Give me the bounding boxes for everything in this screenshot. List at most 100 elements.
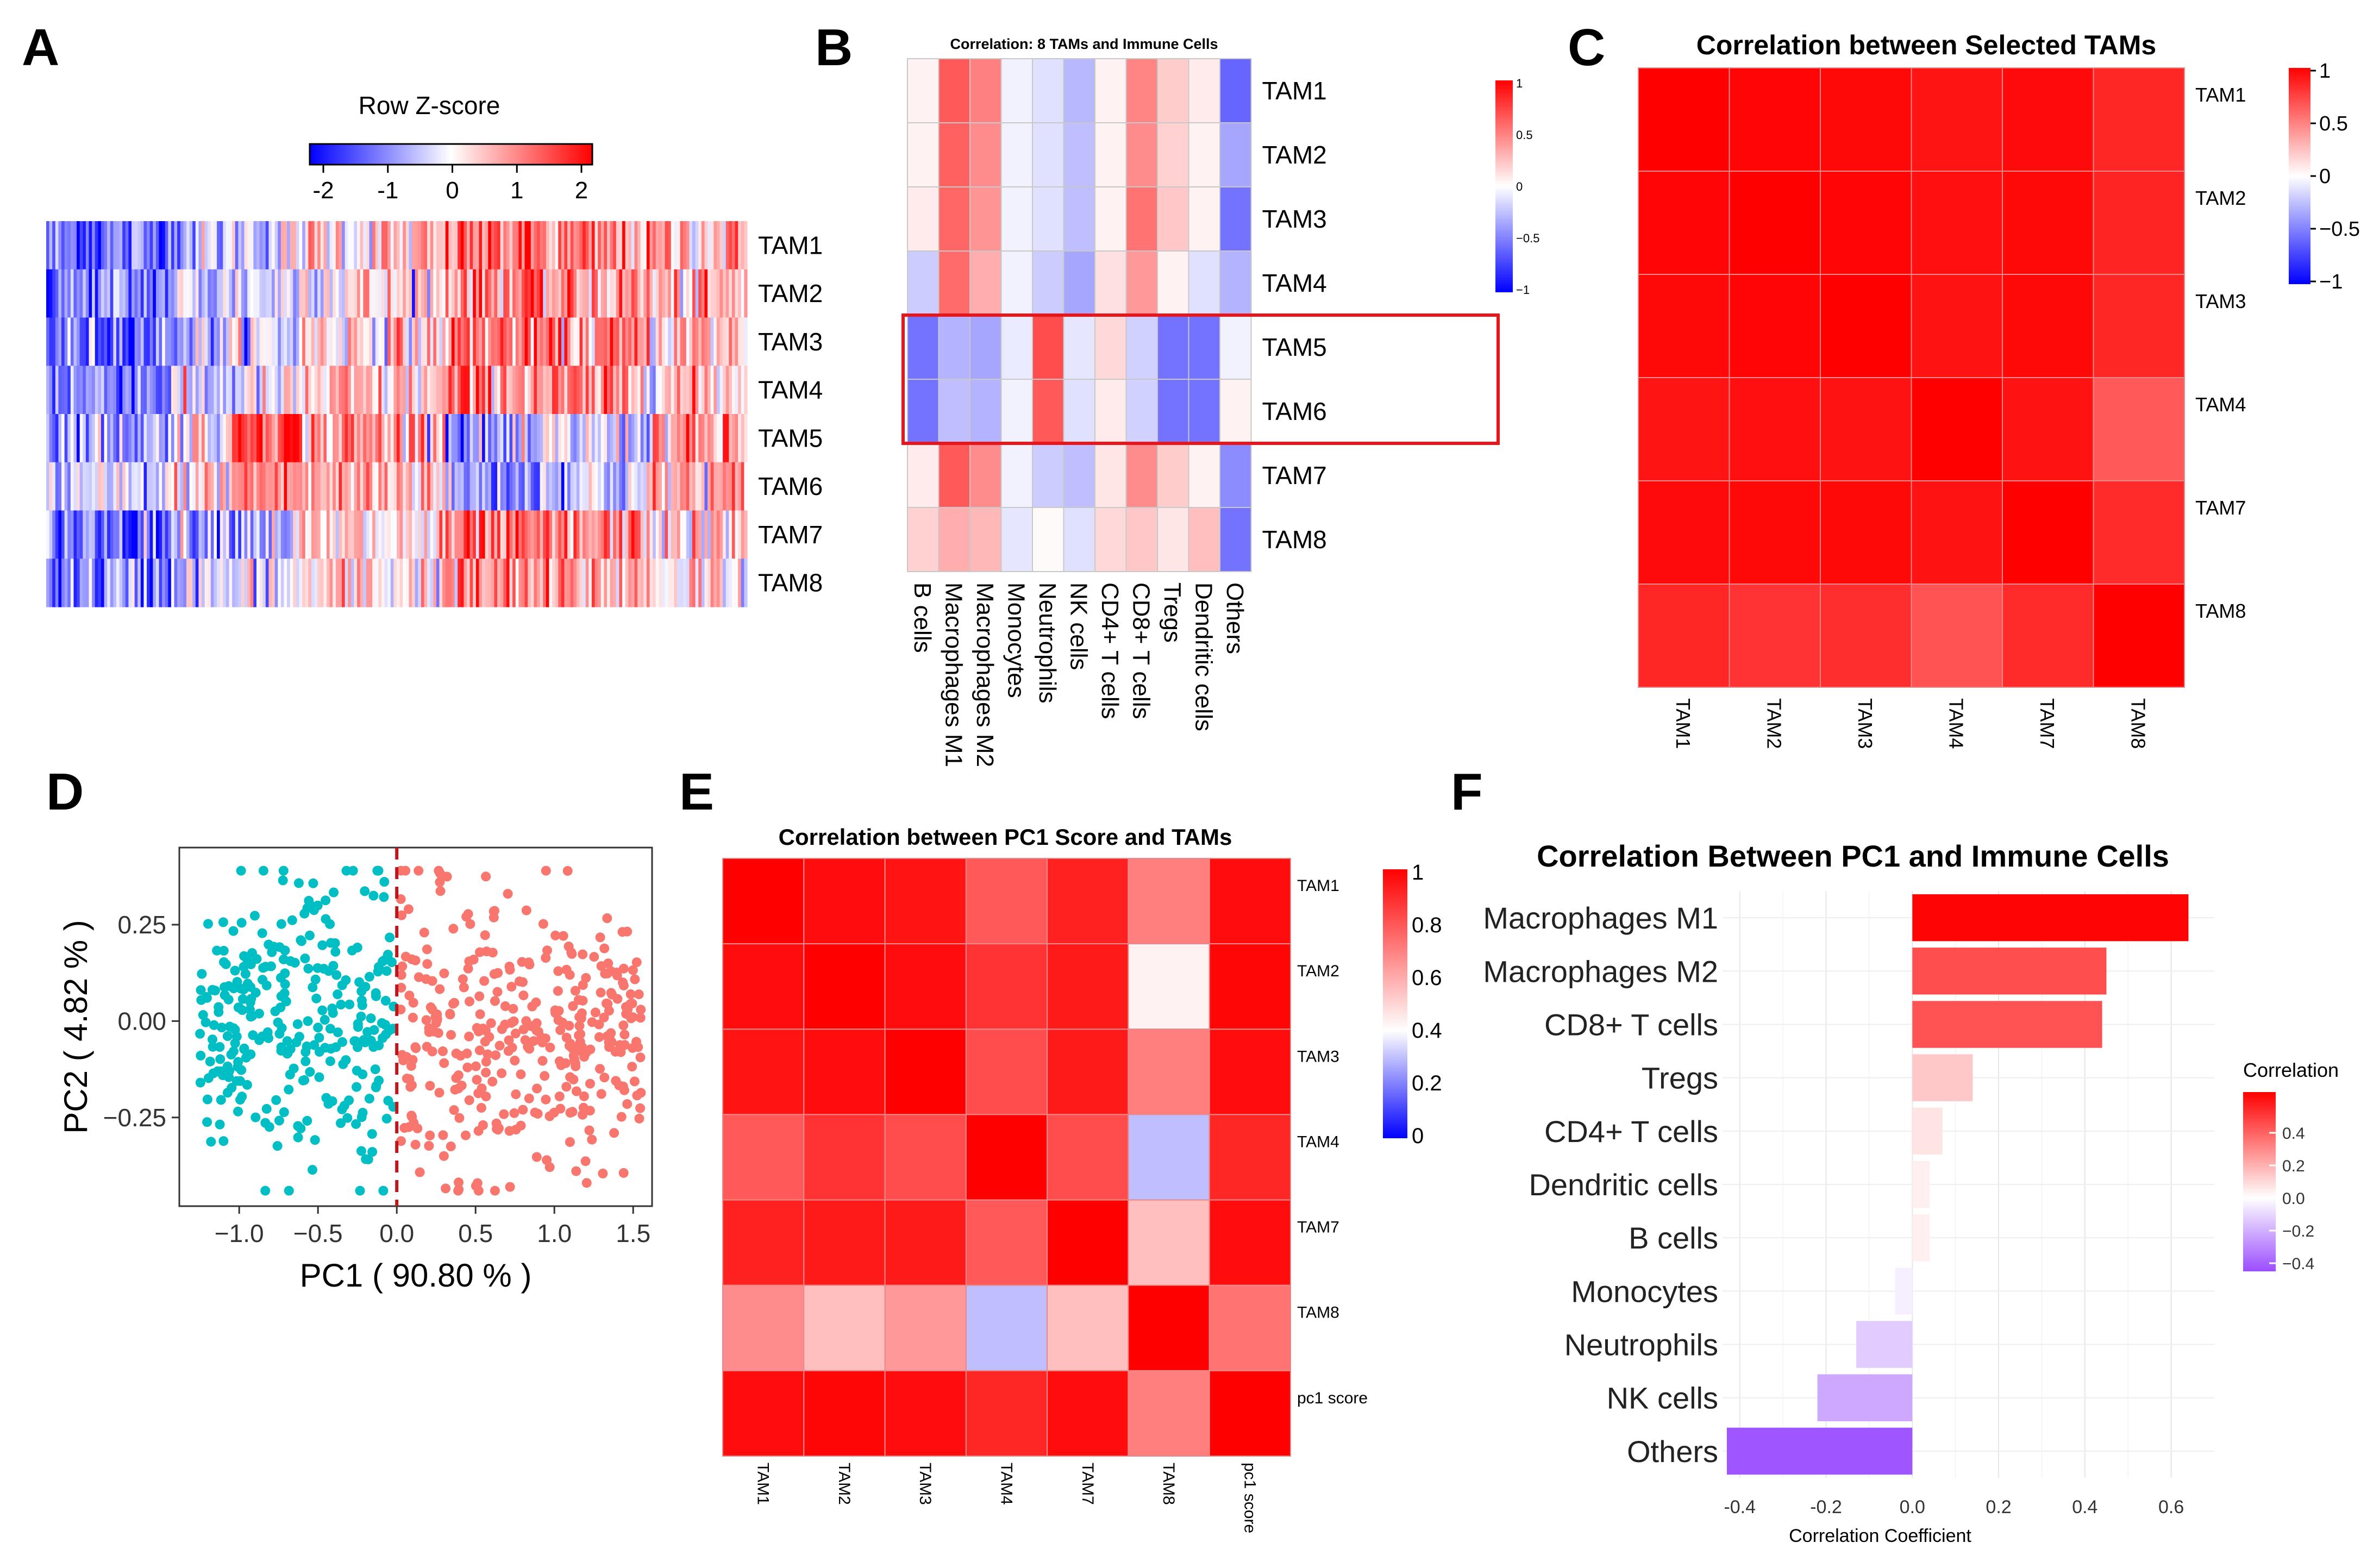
panel-a-cell: [552, 269, 556, 318]
panel-d-point-series-1: [380, 995, 391, 1006]
panel-d-point-series-1: [228, 1023, 239, 1033]
panel-a-cell: [195, 366, 199, 415]
panel-c-cell-tam3-tam1: [1638, 274, 1730, 378]
panel-a-cell: [342, 510, 346, 559]
panel-a-cell: [238, 317, 242, 366]
panel-a-cell: [521, 414, 525, 463]
panel-a-cell: [177, 414, 181, 463]
panel-a-cell: [272, 414, 275, 463]
panel-a-cell: [570, 269, 574, 318]
panel-a-cell: [460, 559, 464, 607]
panel-d-point-series-1: [276, 919, 286, 929]
panel-d-point-series-2: [471, 1061, 481, 1071]
panel-d-point-series-1: [196, 1050, 206, 1061]
panel-a-cell: [744, 366, 748, 415]
panel-a-cell: [70, 559, 74, 607]
panel-a-cell: [482, 462, 486, 511]
panel-d-point-series-2: [439, 1151, 449, 1161]
panel-a-cell: [537, 221, 541, 270]
panel-a-cell: [186, 317, 190, 366]
panel-a-cell: [497, 317, 501, 366]
panel-a-cell: [488, 366, 492, 415]
panel-e-cell-tam4-tam8: [1128, 1114, 1210, 1201]
panel-d-point-series-2: [481, 1068, 491, 1078]
panel-d-point-series-1: [273, 1017, 283, 1027]
panel-a-cell: [350, 221, 355, 270]
panel-e-cell-tam8-tam1: [722, 1284, 805, 1371]
panel-a-cell: [357, 559, 361, 607]
panel-a-cell: [723, 462, 727, 511]
panel-a-cell: [564, 559, 568, 607]
panel-a-cell: [342, 414, 346, 463]
panel-a-cell: [625, 559, 629, 607]
panel-a-cell: [445, 510, 449, 559]
panel-a-cell: [366, 221, 370, 270]
panel-a-cell: [73, 366, 77, 415]
panel-a-cell: [311, 317, 315, 366]
panel-a-cell: [598, 510, 602, 559]
panel-a-cell: [442, 317, 446, 366]
panel-a-cell: [393, 462, 397, 511]
panel-a-cell: [583, 221, 586, 270]
panel-a-cell: [436, 269, 440, 318]
panel-a-cell: [494, 317, 498, 366]
panel-a-cell: [147, 366, 151, 415]
panel-d-point-series-2: [478, 1120, 488, 1130]
panel-a-cell: [333, 559, 336, 607]
panel-a-cell: [308, 317, 312, 366]
panel-d-point-series-2: [578, 1109, 588, 1120]
panel-a-cell: [223, 510, 227, 559]
panel-a-cell: [317, 317, 321, 366]
panel-b-row-label-tam5: TAM5: [1262, 333, 1327, 361]
panel-a-cell: [357, 366, 361, 415]
panel-a-cell: [192, 510, 196, 559]
panel-d-x-axis-label: PC1 ( 90.80 % ): [300, 1257, 532, 1294]
panel-b-cell-tam3-cd8-t-cells: [1125, 186, 1158, 252]
panel-a-cell: [397, 510, 400, 559]
panel-d-point-series-1: [371, 991, 381, 1001]
panel-a-cell: [610, 462, 613, 511]
panel-a-cell: [674, 221, 678, 270]
panel-d-point-series-1: [274, 1115, 284, 1126]
panel-d-point-series-1: [261, 980, 272, 990]
panel-d-x-tick-label: −1.0: [215, 1219, 264, 1247]
panel-a-cell: [677, 221, 681, 270]
panel-a-cell: [719, 221, 723, 270]
panel-a-cell: [125, 510, 129, 559]
panel-a-cell: [454, 414, 458, 463]
panel-d-point-series-1: [278, 875, 288, 886]
panel-a-cell: [89, 221, 92, 270]
panel-a-cell: [460, 221, 464, 270]
panel-a-cell: [600, 221, 604, 270]
panel-d-point-series-1: [289, 1063, 299, 1074]
panel-a-cell: [247, 366, 251, 415]
panel-d-point-series-2: [396, 970, 406, 980]
panel-a-cell: [378, 510, 382, 559]
panel-a-cell: [604, 269, 608, 318]
panel-a-cell: [598, 221, 602, 270]
panel-a-cell: [695, 510, 699, 559]
panel-a-cell: [521, 559, 525, 607]
panel-e-cell-tam4-tam1: [722, 1114, 805, 1201]
panel-d-point-series-2: [497, 1068, 507, 1078]
panel-a-cell: [521, 269, 525, 318]
panel-d-point-series-1: [356, 1011, 366, 1021]
panel-c-cell-tam1-tam7: [2002, 67, 2094, 172]
panel-d-x-ticks: −1.0 −0.5 0.0 0.5 1.0 1.5: [215, 1206, 650, 1247]
panel-a-cell: [671, 414, 674, 463]
panel-a-cell: [217, 221, 221, 270]
panel-a-cell: [296, 366, 300, 415]
panel-a-cell: [98, 510, 102, 559]
panel-a-cell: [500, 559, 504, 607]
panel-a-cell: [308, 510, 312, 559]
panel-a-cell: [649, 366, 653, 415]
panel-d-point-series-2: [628, 965, 638, 975]
panel-a-cell: [378, 221, 382, 270]
panel-a-cell: [619, 317, 623, 366]
panel-a-cell: [189, 269, 193, 318]
panel-a-cell: [427, 269, 431, 318]
panel-b-col-label-b-cells: B cells: [909, 582, 936, 653]
panel-a-cell: [299, 317, 303, 366]
panel-a-cell: [683, 414, 687, 463]
panel-a-cell: [140, 317, 145, 366]
